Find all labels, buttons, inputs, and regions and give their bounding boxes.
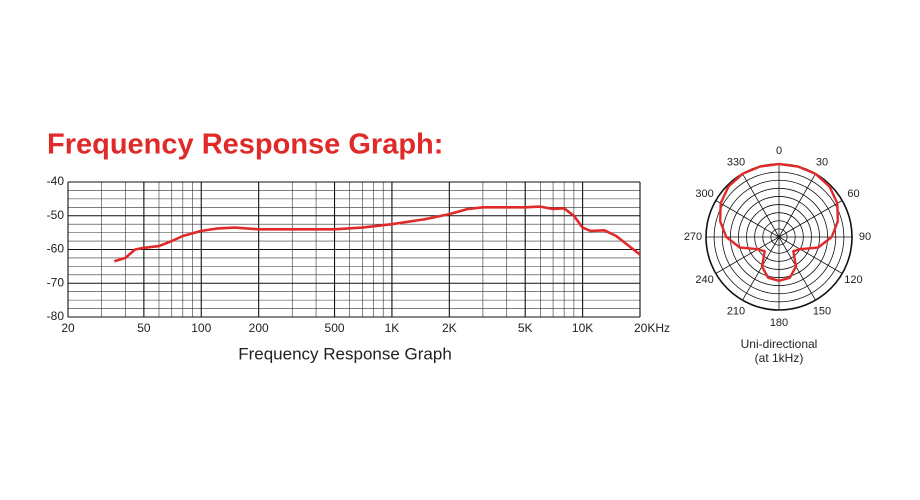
spoke: [715, 200, 780, 238]
spoke: [715, 236, 780, 274]
spoke: [742, 236, 780, 301]
angle-label: 150: [813, 305, 831, 317]
polar-pattern: [719, 162, 839, 282]
angle-label: 60: [847, 188, 859, 200]
x-tick-label: 1K: [385, 321, 400, 335]
x-tick-label: 10K: [572, 321, 593, 335]
angle-label: 300: [695, 188, 713, 200]
angle-label: 240: [695, 274, 713, 286]
x-tick-label: 200: [249, 321, 269, 335]
angle-label: 210: [727, 305, 745, 317]
angle-label: 330: [727, 156, 745, 168]
y-tick-label: -50: [47, 208, 65, 222]
x-axis-label: Frequency Response Graph: [238, 344, 452, 363]
x-tick-label: 5K: [518, 321, 533, 335]
angle-label: 90: [859, 231, 871, 243]
polar-title: Uni-directional: [741, 337, 818, 351]
x-tick-label: 500: [325, 321, 345, 335]
x-tick-label: 100: [191, 321, 211, 335]
y-tick-label: -80: [47, 309, 65, 323]
angle-label: 180: [770, 317, 788, 329]
x-tick-label: 20: [61, 321, 75, 335]
spoke: [778, 200, 843, 238]
angle-label: 0: [776, 145, 782, 157]
spoke: [778, 236, 843, 274]
spoke: [778, 236, 816, 301]
y-tick-label: -60: [47, 242, 65, 256]
heading: Frequency Response Graph:: [47, 129, 443, 161]
angle-label: 270: [684, 231, 702, 243]
x-tick-label: 50: [137, 321, 151, 335]
polar-subtitle: (at 1kHz): [755, 351, 804, 365]
y-tick-label: -40: [47, 174, 65, 188]
x-tick-label: 20KHz: [634, 321, 670, 335]
angle-label: 30: [816, 156, 828, 168]
x-tick-label: 2K: [442, 321, 457, 335]
angle-label: 120: [844, 274, 862, 286]
y-tick-label: -70: [47, 275, 65, 289]
response-line: [113, 205, 641, 263]
spoke: [778, 173, 816, 238]
spoke: [742, 173, 780, 238]
